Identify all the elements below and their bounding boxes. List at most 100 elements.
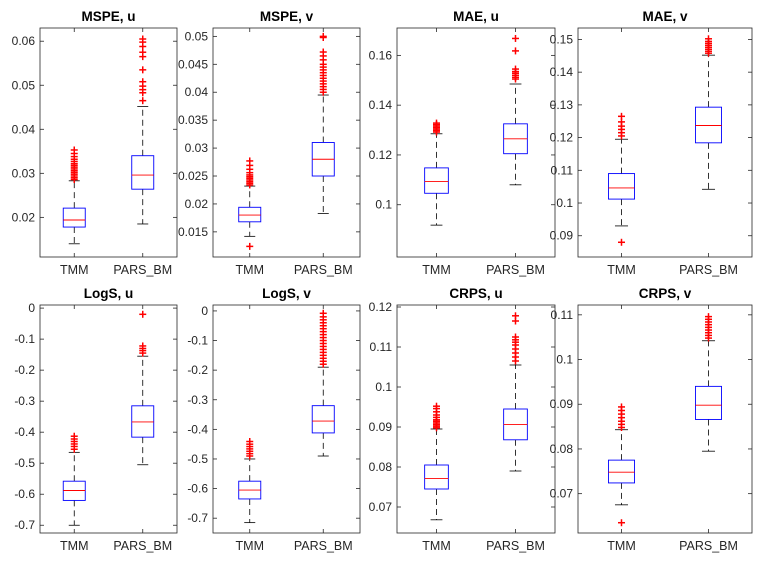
panel-4: MAE, v 0.09 0.1 0.11 0.12 0.13 0.14 0.15 TMM PARS… — [550, 9, 753, 277]
y-tick-label: 0.045 — [178, 57, 208, 71]
box-tmm — [238, 438, 262, 524]
outlier-marker — [70, 146, 78, 154]
outlier-marker — [246, 438, 254, 446]
box-pars-bm — [695, 313, 723, 452]
y-tick-label: 0.08 — [369, 460, 393, 474]
x-category-label: TMM — [60, 263, 88, 277]
iqr-box — [311, 405, 335, 434]
panel-2: MSPE, v 0.015 0.02 0.025 0.03 0.035 0.04 0.045 0… — [178, 9, 361, 277]
y-tick-label: 0.15 — [550, 32, 574, 46]
y-tick-label: -0.6 — [14, 487, 35, 501]
box-tmm — [608, 403, 636, 527]
y-tick-label: -0.6 — [187, 482, 208, 496]
iqr-box — [62, 207, 86, 228]
y-tick-label: 0.11 — [370, 340, 393, 354]
box-tmm — [608, 112, 636, 246]
y-tick-label: 0.04 — [185, 85, 209, 99]
y-tick-label: -0.1 — [187, 334, 208, 348]
iqr-box — [424, 464, 449, 490]
y-tick-label: 0.09 — [369, 420, 393, 434]
y-tick-label: 0 — [201, 304, 208, 318]
panel-6: LogS, v -0.7 -0.6 -0.5 -0.4 -0.3 -0.2 -0.1 0 TMM P… — [187, 286, 361, 553]
y-tick-label: 0.025 — [178, 169, 208, 183]
y-tick-label: -0.4 — [187, 422, 208, 436]
iqr-box — [608, 173, 636, 200]
y-tick-label: 0.05 — [12, 78, 36, 92]
y-tick-label: 0.015 — [178, 225, 208, 239]
x-category-label: PARS_BM — [113, 539, 172, 553]
y-tick-label: 0.11 — [551, 308, 574, 322]
outlier-marker — [139, 66, 147, 74]
x-category-label: TMM — [422, 539, 450, 553]
y-tick-label: 0.12 — [550, 131, 574, 145]
panel-title: LogS, v — [262, 286, 311, 301]
x-category-label: TMM — [607, 539, 635, 553]
axes-frame — [396, 27, 556, 258]
box-pars-bm — [131, 35, 155, 225]
y-tick-label: 0.13 — [550, 98, 574, 112]
iqr-box — [695, 106, 723, 144]
axes-frame — [212, 304, 361, 534]
box-tmm — [238, 157, 262, 250]
y-tick-label: -0.2 — [187, 363, 208, 377]
y-tick-label: 0.07 — [550, 487, 574, 501]
outlier-marker — [618, 238, 625, 246]
x-category-label: PARS_BM — [679, 263, 738, 277]
outlier-marker — [139, 310, 147, 318]
axes-frame — [577, 27, 753, 258]
panel-title: MSPE, v — [260, 9, 314, 24]
outlier-marker — [319, 48, 327, 56]
axes-frame — [212, 27, 361, 258]
iqr-box — [695, 385, 723, 420]
box-pars-bm — [131, 310, 155, 466]
y-tick-label: 0.06 — [12, 34, 36, 48]
x-category-label: PARS_BM — [486, 263, 545, 277]
x-category-label: PARS_BM — [679, 539, 738, 553]
x-category-label: PARS_BM — [486, 539, 545, 553]
outlier-marker — [433, 402, 440, 410]
y-tick-label: 0.09 — [550, 397, 574, 411]
y-tick-label: 0.1 — [556, 353, 573, 367]
axes-frame — [577, 304, 753, 534]
y-tick-label: 0.03 — [185, 141, 209, 155]
y-tick-label: -0.3 — [14, 394, 35, 408]
y-tick-label: -0.5 — [14, 456, 35, 470]
box-pars-bm — [695, 35, 723, 190]
outlier-marker — [705, 35, 712, 43]
outlier-marker — [139, 78, 147, 86]
y-tick-label: -0.5 — [187, 452, 208, 466]
y-tick-label: -0.7 — [187, 511, 208, 525]
x-category-label: TMM — [236, 539, 264, 553]
y-tick-label: 0.14 — [369, 98, 393, 112]
x-category-label: PARS_BM — [294, 539, 353, 553]
y-tick-label: -0.7 — [14, 518, 35, 532]
box-tmm — [62, 146, 86, 245]
panel-title: MAE, u — [453, 9, 499, 24]
outlier-marker — [512, 34, 519, 42]
outlier-marker — [618, 112, 625, 120]
outlier-marker — [246, 242, 254, 250]
axes-frame — [39, 27, 178, 258]
y-tick-label: 0.1 — [375, 198, 392, 212]
y-tick-label: 0.09 — [550, 229, 574, 243]
y-tick-label: 0.05 — [185, 29, 209, 43]
x-category-label: TMM — [607, 263, 635, 277]
y-tick-label: -0.4 — [14, 425, 35, 439]
x-category-label: TMM — [60, 539, 88, 553]
outlier-marker — [139, 97, 147, 105]
axes-frame — [39, 304, 178, 534]
y-tick-label: 0 — [28, 301, 35, 315]
y-tick-label: 0.035 — [178, 113, 208, 127]
iqr-box — [608, 459, 636, 484]
outlier-marker — [319, 309, 327, 317]
y-tick-label: 0.02 — [185, 197, 209, 211]
panel-title: MAE, v — [642, 9, 688, 24]
y-tick-label: -0.3 — [187, 393, 208, 407]
x-category-label: PARS_BM — [294, 263, 353, 277]
outlier-marker — [319, 32, 327, 40]
y-tick-label: 0.03 — [12, 166, 36, 180]
outlier-marker — [512, 312, 519, 320]
box-pars-bm — [311, 32, 335, 214]
outlier-marker — [512, 333, 519, 341]
